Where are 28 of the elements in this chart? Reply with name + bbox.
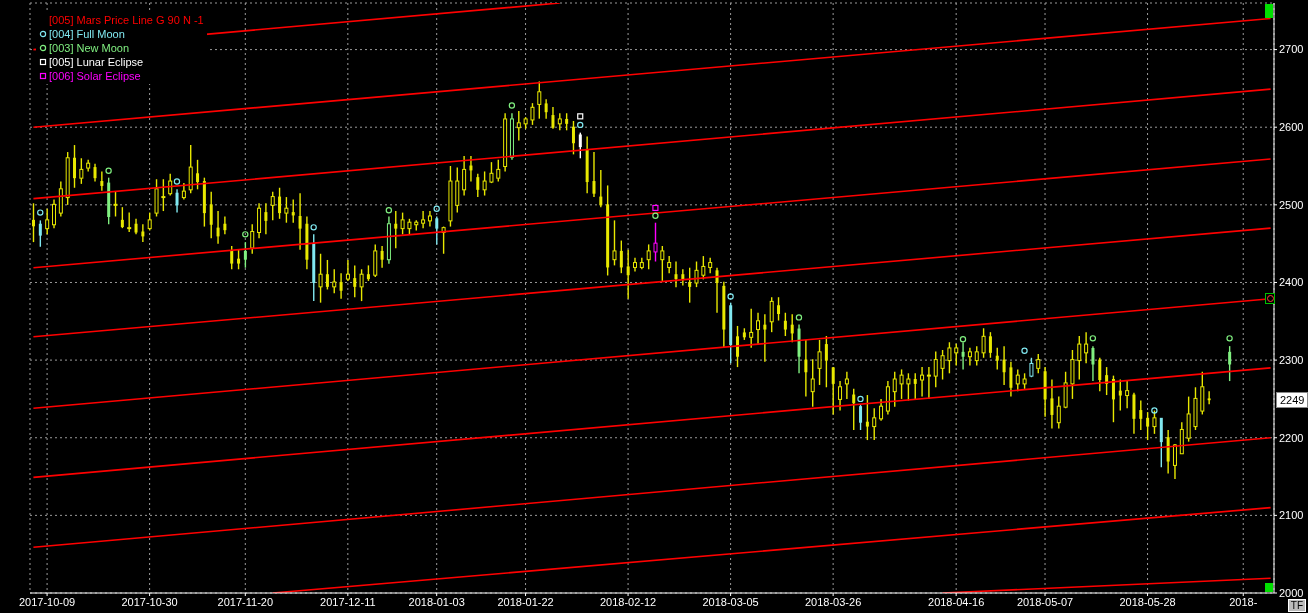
x-tick-label: 2017-10-30: [121, 595, 178, 608]
y-tick-label: 2200: [1279, 431, 1304, 444]
y-tick-label: 2500: [1279, 198, 1304, 211]
x-tick-label: 2018-: [1229, 595, 1258, 608]
series-label: [005] Mars Price Line G 90 N -1: [49, 13, 204, 27]
legend-label: [004] Full Moon: [49, 27, 125, 41]
y-tick-label: 2100: [1279, 509, 1304, 522]
x-tick-label: 2018-05-07: [1016, 595, 1074, 608]
x-tick-label: 2017-10-09: [18, 595, 76, 608]
x-tick-label: 2018-04-16: [928, 595, 985, 608]
x-tick-label: 2018-03-05: [702, 595, 759, 608]
text: TF: [1287, 599, 1306, 612]
x-tick-label: 2018-01-03: [408, 595, 465, 608]
x-tick-label: 2018-03-26: [804, 595, 862, 608]
legend-label: [006] Solar Eclipse: [49, 69, 141, 83]
x-tick-label: 2018-05-28: [1119, 595, 1176, 608]
x-tick-label: 2017-12-11: [320, 595, 376, 608]
y-tick-label: 2300: [1279, 354, 1304, 367]
legend-label: [005] Lunar Eclipse: [49, 55, 144, 69]
y-tick-label: 2400: [1279, 276, 1304, 289]
legend-label: [003] New Moon: [49, 41, 130, 55]
y-tick-label: 2000: [1279, 586, 1304, 599]
x-tick-label: 2018-01-22: [497, 595, 554, 608]
annotation: 2249: [1276, 391, 1308, 408]
x-tick-label: 2017-11-20: [217, 595, 274, 608]
y-tick-label: 2700: [1279, 43, 1304, 56]
x-tick-label: 2018-02-12: [599, 595, 657, 608]
y-tick-label: 2600: [1279, 121, 1304, 134]
